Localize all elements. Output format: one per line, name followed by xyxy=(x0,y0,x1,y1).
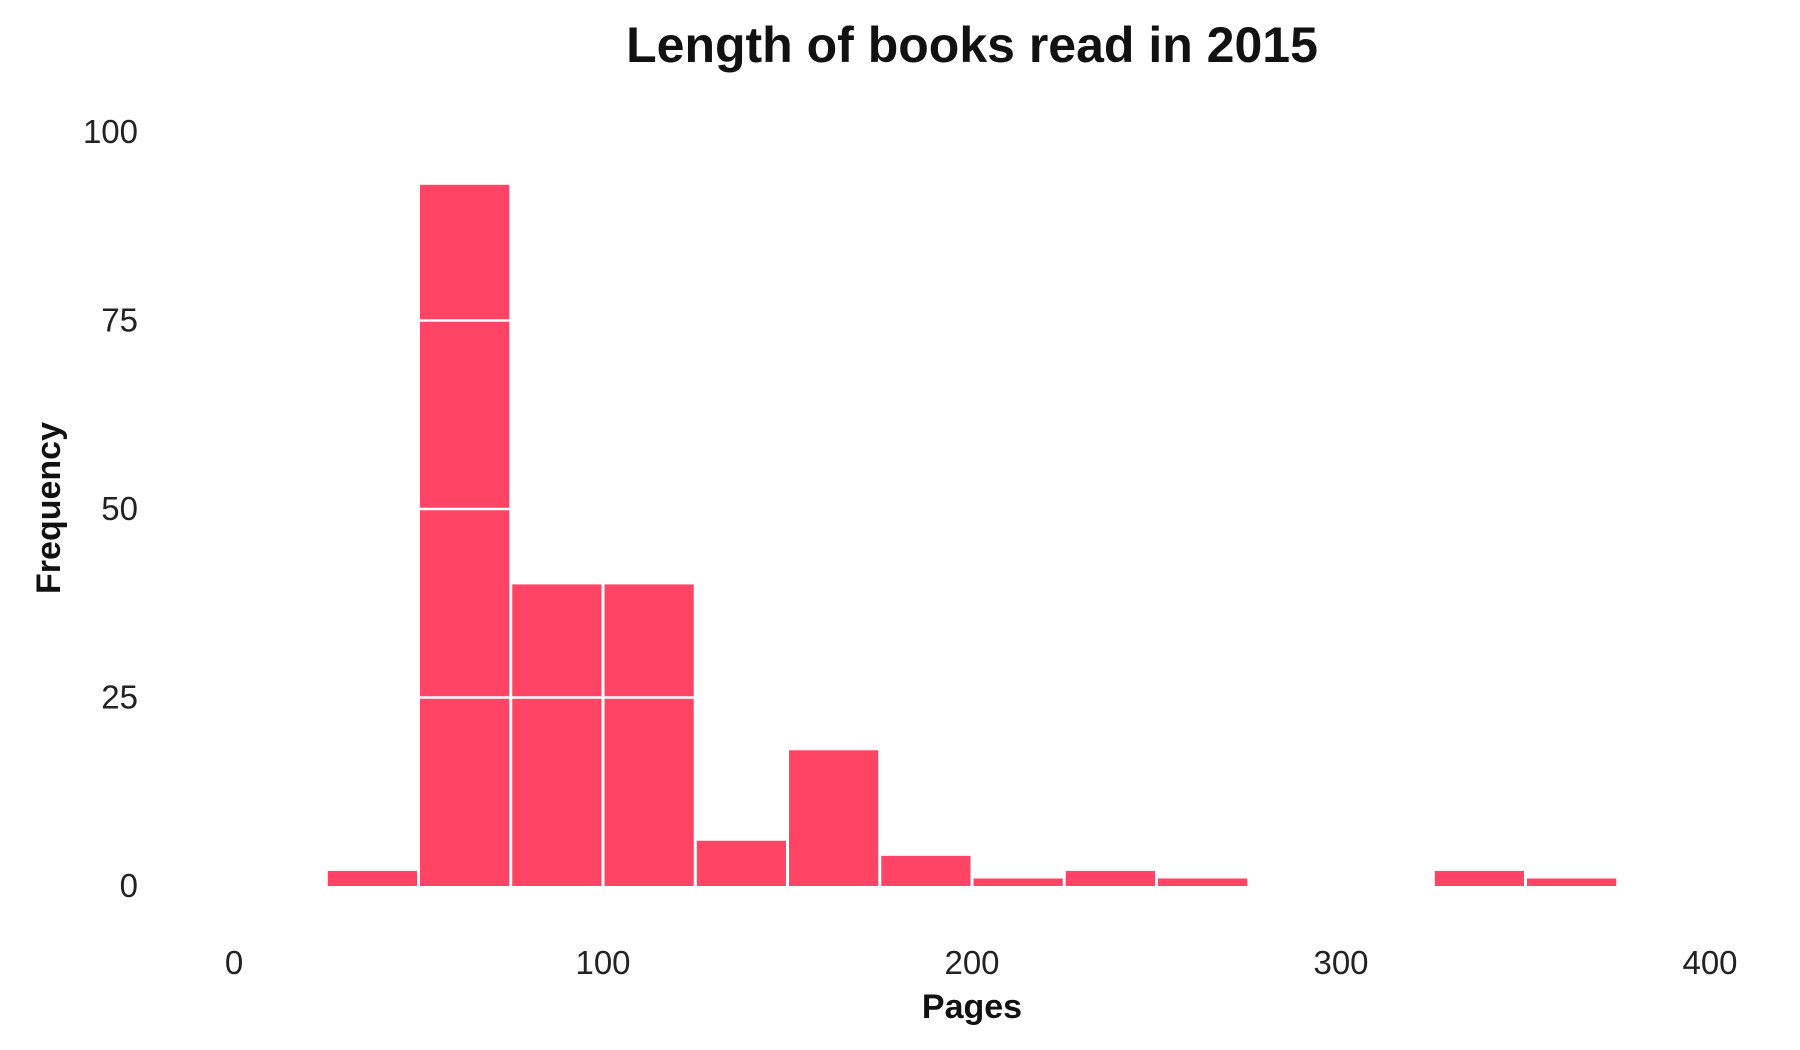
y-tick-label: 25 xyxy=(101,679,138,716)
y-tick-label: 75 xyxy=(101,302,138,339)
histogram-bar xyxy=(881,855,971,886)
bars-group xyxy=(327,184,1617,886)
y-axis-ticks: 0 25 50 75 100 xyxy=(83,113,138,904)
histogram-bar xyxy=(327,870,417,886)
x-tick-label: 200 xyxy=(944,944,999,981)
x-tick-label: 400 xyxy=(1682,944,1737,981)
histogram-bar xyxy=(1434,870,1524,886)
x-tick-label: 0 xyxy=(225,944,243,981)
histogram-bar xyxy=(1527,878,1617,886)
x-tick-label: 100 xyxy=(575,944,630,981)
x-axis-label: Pages xyxy=(922,988,1022,1026)
histogram-bar xyxy=(1065,870,1155,886)
histogram-bar xyxy=(604,584,694,886)
histogram-bar xyxy=(512,584,602,886)
y-tick-label: 0 xyxy=(120,867,138,904)
gridlines-group xyxy=(234,319,1710,699)
chart-title: Length of books read in 2015 xyxy=(626,17,1318,73)
x-axis-ticks: 0 100 200 300 400 xyxy=(225,944,1738,981)
histogram-bar xyxy=(789,750,879,886)
x-tick-label: 300 xyxy=(1313,944,1368,981)
histogram-bar xyxy=(420,184,510,886)
histogram-bar xyxy=(973,878,1063,886)
histogram-bar xyxy=(696,840,786,886)
y-tick-label: 50 xyxy=(101,490,138,527)
histogram-bar xyxy=(1158,878,1248,886)
y-tick-label: 100 xyxy=(83,113,138,150)
y-axis-label: Frequency xyxy=(30,422,68,594)
